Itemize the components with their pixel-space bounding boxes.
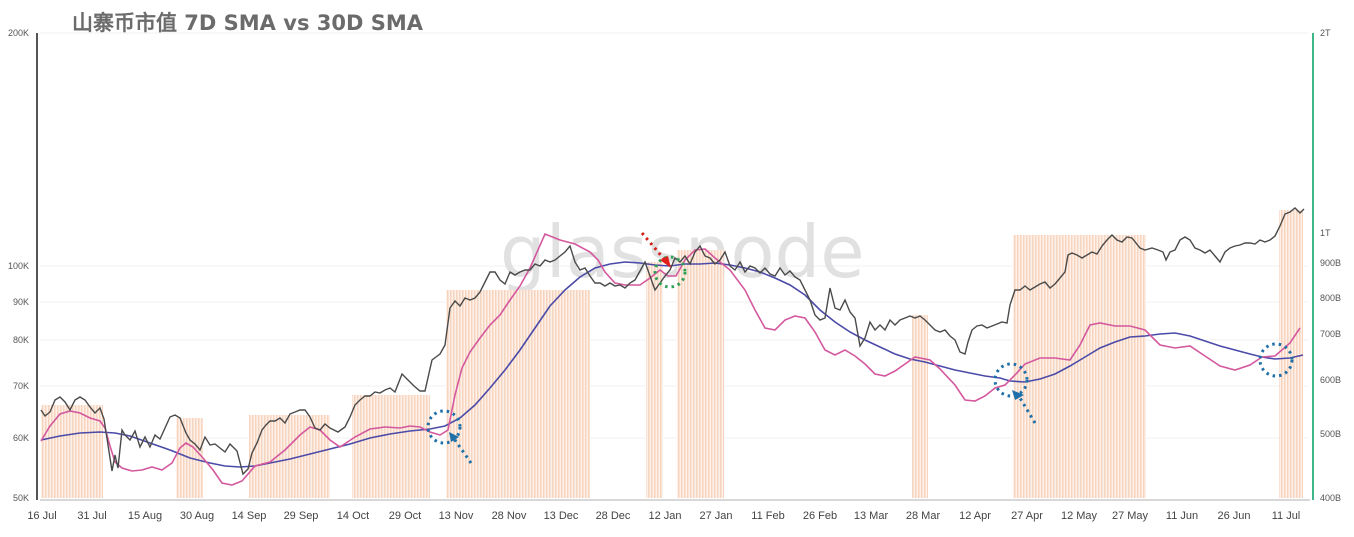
svg-text:14 Oct: 14 Oct (337, 510, 369, 522)
svg-text:26 Feb: 26 Feb (803, 510, 837, 522)
svg-text:400B: 400B (1320, 493, 1341, 503)
svg-text:1T: 1T (1320, 228, 1331, 238)
left-axis-ticks: 200K 100K 90K 80K 70K 60K 50K (8, 28, 29, 503)
svg-text:60K: 60K (13, 433, 29, 443)
svg-text:27 Jan: 27 Jan (699, 510, 732, 522)
svg-text:15 Aug: 15 Aug (128, 510, 162, 522)
arrow-up-icon (449, 432, 459, 442)
svg-text:26 Jun: 26 Jun (1217, 510, 1250, 522)
arrow-down-icon (660, 256, 671, 268)
svg-text:27 Apr: 27 Apr (1011, 510, 1043, 522)
svg-text:600B: 600B (1320, 375, 1341, 385)
x-axis-ticks: 16 Jul 31 Jul 15 Aug 30 Aug 14 Sep 29 Se… (27, 510, 1300, 522)
crossover-marker-nov (426, 409, 473, 464)
svg-text:13 Dec: 13 Dec (544, 510, 579, 522)
svg-text:31 Jul: 31 Jul (77, 510, 106, 522)
price-line (40, 207, 1305, 476)
svg-text:90K: 90K (13, 297, 29, 307)
svg-text:13 Nov: 13 Nov (439, 510, 474, 522)
svg-text:50K: 50K (13, 493, 29, 503)
shaded-regions (41, 210, 1303, 498)
svg-text:700B: 700B (1320, 329, 1341, 339)
svg-text:900B: 900B (1320, 258, 1341, 268)
svg-text:13 Mar: 13 Mar (854, 510, 889, 522)
right-axis-ticks: 2T 1T 900B 800B 700B 600B 500B 400B (1320, 28, 1341, 503)
crossover-marker-apr (993, 362, 1037, 424)
sma7-line (40, 232, 1301, 486)
svg-text:2T: 2T (1320, 28, 1331, 38)
svg-text:12 May: 12 May (1061, 510, 1098, 522)
svg-text:11 Feb: 11 Feb (751, 510, 784, 522)
crossover-marker-jul (1258, 342, 1294, 378)
svg-text:200K: 200K (8, 28, 29, 38)
svg-text:11 Jul: 11 Jul (1272, 510, 1301, 522)
svg-text:29 Sep: 29 Sep (284, 510, 319, 522)
svg-text:12 Jan: 12 Jan (648, 510, 681, 522)
svg-text:100K: 100K (8, 261, 29, 271)
svg-text:16 Jul: 16 Jul (27, 510, 56, 522)
svg-text:28 Nov: 28 Nov (492, 510, 527, 522)
svg-text:500B: 500B (1320, 429, 1341, 439)
svg-text:800B: 800B (1320, 293, 1341, 303)
svg-text:27 May: 27 May (1112, 510, 1149, 522)
svg-text:12 Apr: 12 Apr (959, 510, 991, 522)
svg-text:70K: 70K (13, 381, 29, 391)
svg-text:14 Sep: 14 Sep (232, 510, 267, 522)
chart-title: 山寨币市值 7D SMA vs 30D SMA (72, 11, 423, 35)
svg-text:80K: 80K (13, 335, 29, 345)
svg-text:28 Dec: 28 Dec (596, 510, 631, 522)
crossover-marker-jan (640, 232, 687, 289)
svg-text:29 Oct: 29 Oct (389, 510, 421, 522)
svg-text:28 Mar: 28 Mar (906, 510, 941, 522)
arrow-up-icon (1012, 390, 1024, 400)
svg-text:11 Jun: 11 Jun (1166, 510, 1198, 522)
svg-text:30 Aug: 30 Aug (180, 510, 214, 522)
